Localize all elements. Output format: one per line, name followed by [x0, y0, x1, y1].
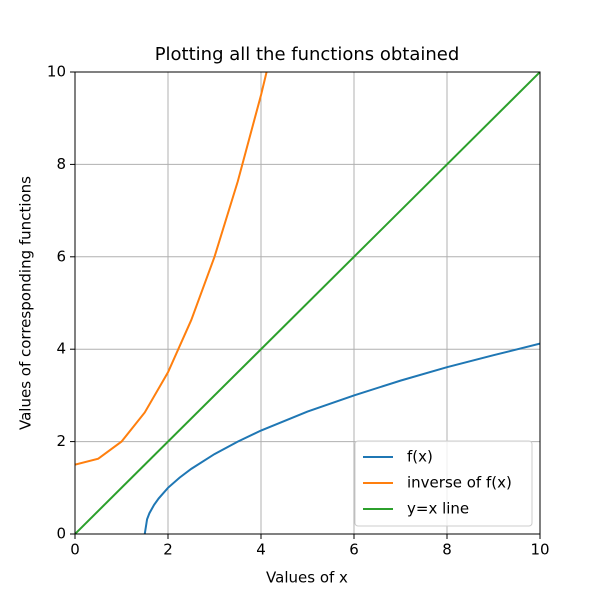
y-tick-label: 2 — [56, 432, 66, 450]
legend-box — [354, 440, 533, 527]
legend-label: f(x) — [407, 448, 433, 466]
y-tick-label: 4 — [56, 340, 66, 358]
x-tick-label: 0 — [70, 541, 80, 559]
series-line — [75, 72, 268, 466]
y-tick-label: 6 — [56, 247, 66, 265]
series-line — [75, 72, 540, 534]
chart-title: Plotting all the functions obtained — [155, 44, 460, 65]
series-line — [143, 342, 540, 534]
y-tick-label: 10 — [47, 63, 66, 81]
plot-area — [75, 72, 540, 534]
x-tick-label: 10 — [530, 541, 549, 559]
x-tick-label: 2 — [163, 541, 173, 559]
x-tick-label: 8 — [442, 541, 452, 559]
legend-label: y=x line — [407, 500, 469, 518]
y-axis-label: Values of corresponding functions — [17, 176, 35, 430]
x-tick-label: 6 — [349, 541, 359, 559]
legend-label: inverse of f(x) — [407, 474, 512, 492]
y-tick-label: 0 — [56, 525, 66, 543]
x-tick-label: 4 — [256, 541, 266, 559]
x-axis-label: Values of x — [266, 569, 348, 587]
y-tick-label: 8 — [56, 155, 66, 173]
axes-frame — [74, 71, 541, 535]
